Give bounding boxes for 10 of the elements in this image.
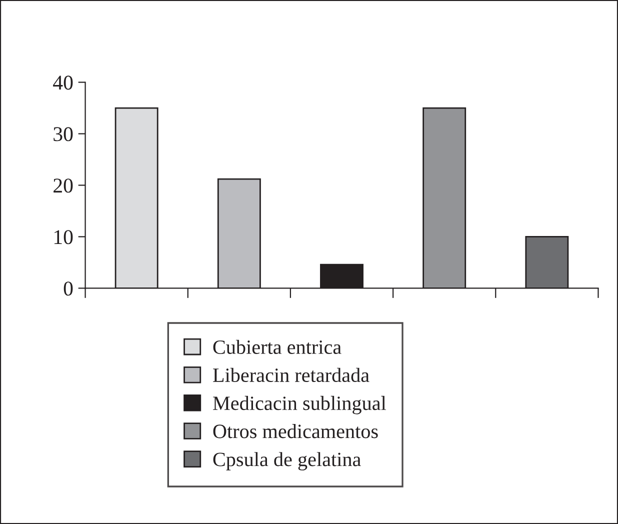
legend-label: Liberacin retardada [213,368,370,382]
y-tick-label: 0 [64,282,73,296]
y-tick-label: 30 [54,127,73,142]
legend-label: Otros medicamentos [213,424,378,438]
y-tick-label: 40 [53,76,73,90]
legend-label: Medicacin sublingual [213,396,386,414]
y-tick-label: 20 [54,178,73,193]
y-tick-label: 10 [54,230,73,244]
legend-label: Cpsula de gelatina [213,452,361,470]
legend-label: Cubierta entrica [213,340,342,354]
